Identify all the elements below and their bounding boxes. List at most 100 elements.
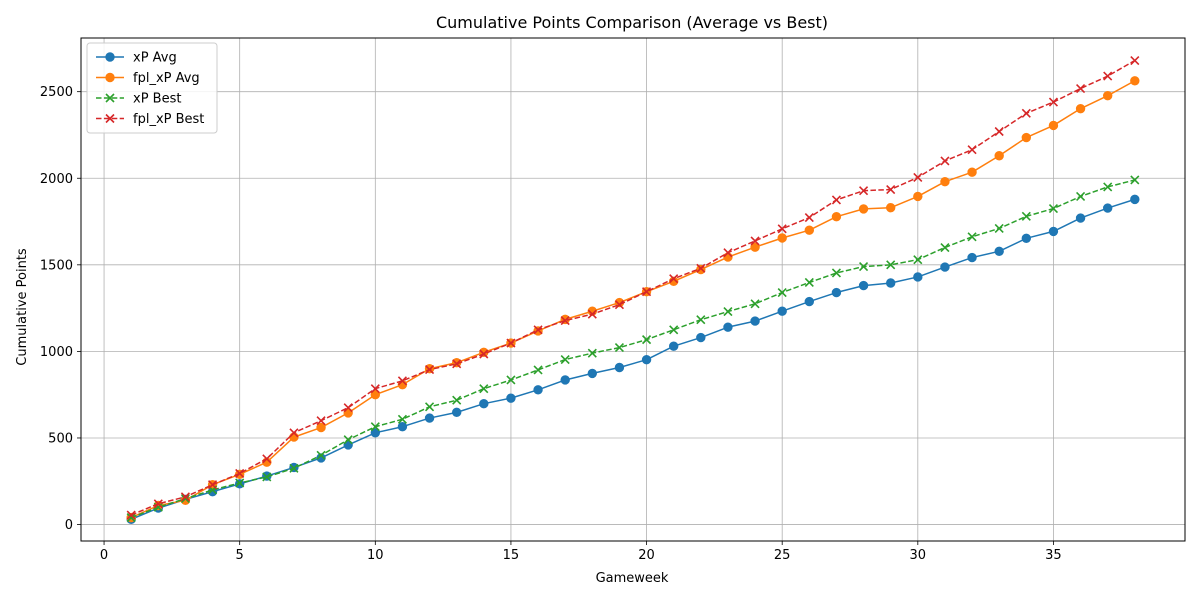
- data-point: [506, 338, 516, 348]
- data-point: [750, 242, 760, 252]
- data-point: [831, 211, 842, 222]
- data-point: [1048, 120, 1059, 131]
- data-point: [452, 359, 462, 369]
- data-point: [1021, 233, 1032, 244]
- data-point: [831, 268, 842, 278]
- data-point: [994, 223, 1004, 234]
- x-tick-label: 20: [638, 548, 655, 563]
- data-point: [370, 422, 380, 432]
- data-point: [777, 233, 787, 243]
- data-point: [804, 277, 814, 288]
- data-point: [858, 261, 869, 272]
- data-point: [913, 172, 923, 182]
- legend-item-xp-avg: xP Avg: [96, 51, 177, 66]
- data-point: [940, 262, 950, 272]
- data-point: [424, 402, 435, 412]
- data-point: [235, 468, 245, 479]
- data-point: [885, 278, 896, 288]
- data-point: [289, 428, 299, 438]
- series-line-xp-best: [130, 179, 1136, 519]
- data-point: [1130, 55, 1140, 66]
- legend-marker: [105, 52, 115, 62]
- series-fpl-xp-best: [126, 55, 1140, 520]
- data-point: [479, 398, 489, 409]
- data-point: [696, 263, 706, 273]
- data-point: [343, 435, 353, 445]
- series-line-fpl-xp-avg: [130, 80, 1136, 519]
- data-point: [777, 306, 787, 316]
- data-point: [831, 287, 842, 298]
- data-point: [560, 375, 570, 385]
- data-point: [560, 316, 570, 326]
- legend-label: xP Avg: [133, 51, 177, 66]
- legend-marker: [105, 93, 115, 103]
- data-point: [614, 362, 625, 373]
- data-point: [913, 255, 923, 265]
- legend-box: [86, 42, 218, 134]
- x-tick-label: 5: [236, 548, 244, 563]
- data-point: [669, 325, 679, 335]
- legend-item-fpl-xp-avg: fpl_xP Avg: [96, 71, 200, 86]
- data-point: [858, 186, 869, 196]
- data-point: [804, 296, 815, 307]
- data-point: [1102, 203, 1113, 213]
- plot-series: [126, 55, 1140, 525]
- data-point: [1130, 175, 1140, 185]
- data-point: [967, 145, 977, 155]
- data-point: [126, 510, 136, 520]
- data-point: [316, 416, 326, 426]
- data-point: [479, 349, 489, 359]
- legend-marker: [105, 72, 115, 83]
- data-point: [397, 422, 408, 432]
- data-point: [723, 322, 733, 332]
- data-point: [370, 389, 381, 400]
- data-point: [316, 450, 326, 460]
- data-point: [1021, 211, 1031, 221]
- data-point: [1048, 97, 1059, 107]
- data-point: [967, 252, 977, 263]
- data-point: [750, 299, 760, 309]
- data-point: [831, 195, 842, 205]
- data-point: [641, 335, 652, 345]
- data-point: [913, 191, 923, 202]
- data-point: [669, 274, 679, 284]
- data-point: [1103, 71, 1113, 81]
- data-point: [1021, 108, 1031, 118]
- data-point: [696, 315, 706, 325]
- data-point: [858, 204, 869, 214]
- data-point: [424, 413, 435, 423]
- data-point: [804, 225, 815, 235]
- data-point: [1103, 182, 1113, 192]
- data-point: [1048, 226, 1059, 237]
- data-point: [424, 365, 435, 375]
- data-point: [777, 224, 787, 234]
- data-point: [641, 287, 652, 297]
- data-point: [1130, 76, 1140, 86]
- data-point: [641, 355, 652, 365]
- data-point: [1076, 83, 1086, 94]
- data-point: [262, 454, 272, 464]
- data-point: [533, 365, 543, 375]
- data-point: [1130, 194, 1140, 205]
- y-tick-label: 2000: [40, 172, 73, 187]
- data-point: [533, 325, 543, 335]
- data-point: [1021, 132, 1032, 143]
- data-point: [262, 472, 272, 482]
- x-axis-label: Gameweek: [596, 571, 669, 586]
- y-tick-label: 0: [65, 518, 73, 533]
- legend-item-xp-best: xP Best: [96, 92, 181, 107]
- x-tick-label: 30: [910, 548, 927, 563]
- data-point: [696, 332, 706, 343]
- data-point: [235, 478, 245, 488]
- data-point: [885, 202, 896, 213]
- y-tick-label: 1500: [40, 258, 73, 273]
- data-point: [994, 246, 1004, 257]
- data-point: [940, 242, 950, 253]
- legend-label: fpl_xP Avg: [133, 71, 200, 86]
- data-point: [153, 499, 163, 509]
- data-point: [940, 156, 950, 166]
- data-point: [587, 368, 598, 379]
- y-tick-label: 2500: [40, 85, 73, 100]
- legend: xP Avg fpl_xP Avg xP Best fpl_xP Best: [86, 42, 218, 134]
- data-point: [343, 403, 353, 413]
